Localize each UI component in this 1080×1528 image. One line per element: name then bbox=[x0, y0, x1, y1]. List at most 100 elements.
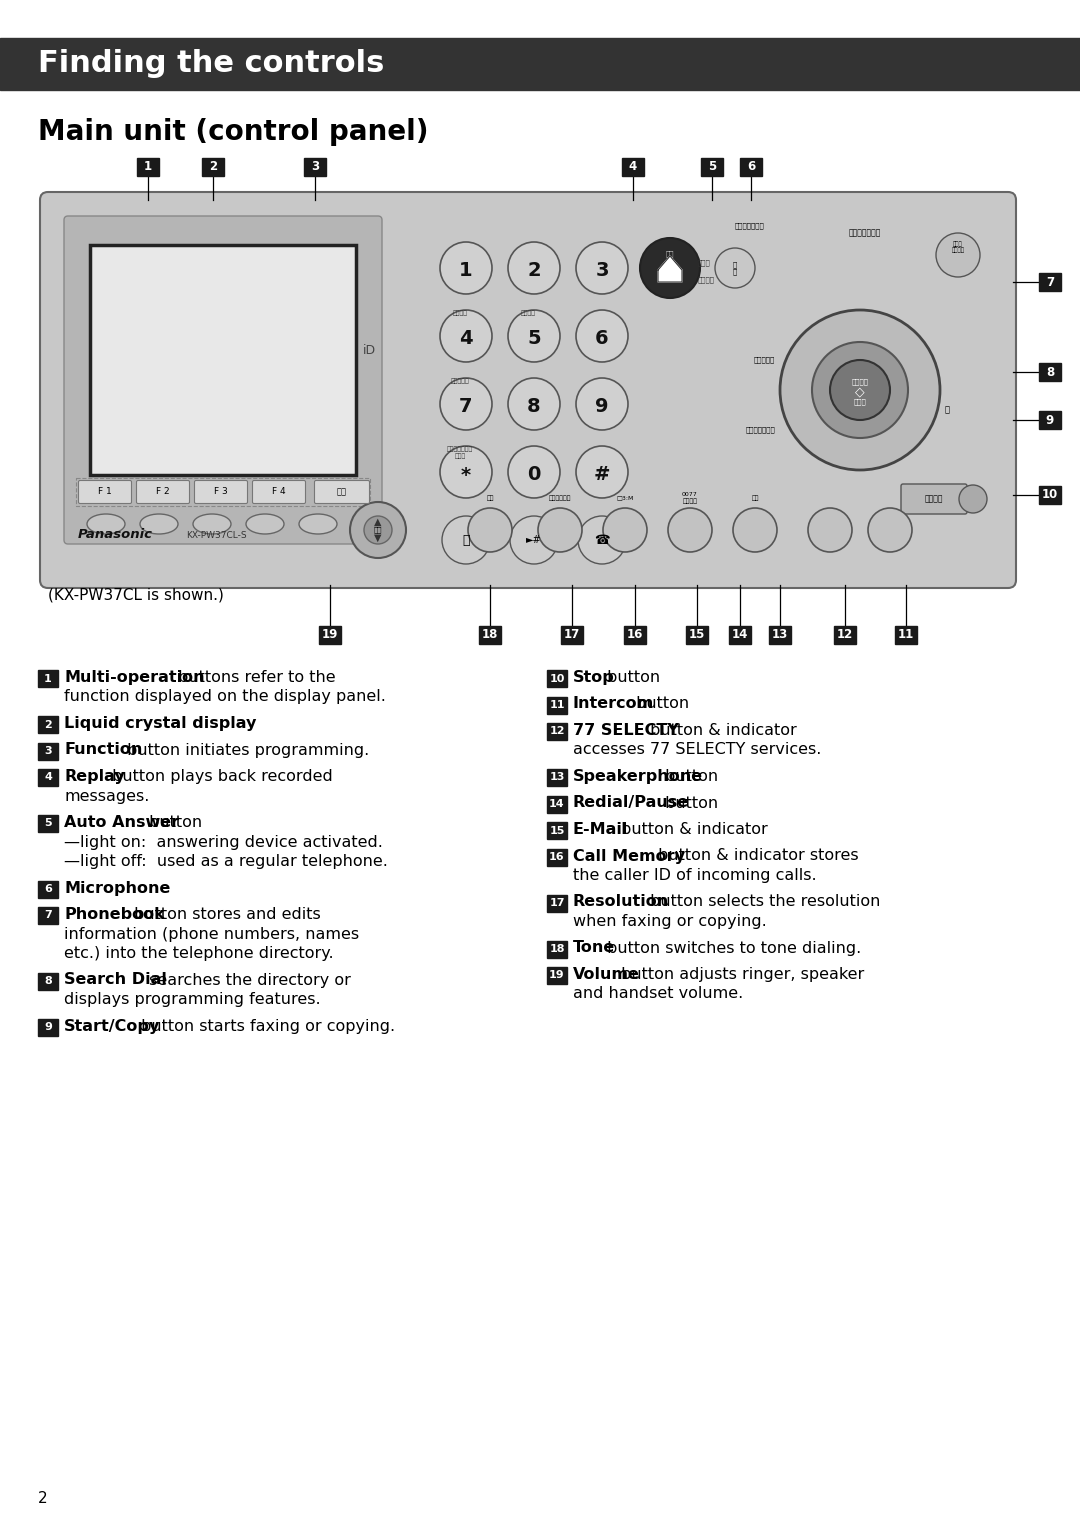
Ellipse shape bbox=[193, 513, 231, 533]
Text: information (phone numbers, names: information (phone numbers, names bbox=[64, 926, 360, 941]
Circle shape bbox=[440, 446, 492, 498]
Text: displays programming features.: displays programming features. bbox=[64, 992, 321, 1007]
Text: button switches to tone dialing.: button switches to tone dialing. bbox=[602, 941, 861, 955]
Text: (KX-PW37CL is shown.): (KX-PW37CL is shown.) bbox=[48, 588, 224, 604]
Text: iD: iD bbox=[363, 344, 376, 356]
Bar bbox=[480, 626, 501, 643]
Bar bbox=[38, 908, 58, 924]
Text: button: button bbox=[144, 814, 202, 830]
Text: KX-PW37CL-S: KX-PW37CL-S bbox=[186, 530, 246, 539]
Text: 再ダイヤル: 再ダイヤル bbox=[450, 379, 470, 384]
Circle shape bbox=[959, 484, 987, 513]
Bar bbox=[38, 669, 58, 688]
FancyBboxPatch shape bbox=[64, 215, 382, 544]
Circle shape bbox=[812, 342, 908, 439]
FancyBboxPatch shape bbox=[40, 193, 1016, 588]
Text: 着信メモリー: 着信メモリー bbox=[549, 495, 571, 501]
Text: —light on:  answering device activated.: —light on: answering device activated. bbox=[64, 834, 383, 850]
Text: Search Dial: Search Dial bbox=[64, 972, 167, 987]
Text: F 4: F 4 bbox=[272, 487, 286, 497]
Bar bbox=[561, 626, 583, 643]
Bar bbox=[319, 626, 341, 643]
Text: Replay: Replay bbox=[64, 769, 125, 784]
Text: スピーカーホン: スピーカーホン bbox=[745, 426, 775, 434]
Text: 5: 5 bbox=[707, 160, 716, 174]
Text: when faxing or copying.: when faxing or copying. bbox=[573, 914, 767, 929]
Circle shape bbox=[508, 377, 561, 429]
Circle shape bbox=[576, 377, 627, 429]
Bar bbox=[1039, 274, 1061, 290]
Text: messages.: messages. bbox=[64, 788, 149, 804]
Bar bbox=[686, 626, 708, 643]
Text: 14: 14 bbox=[732, 628, 748, 642]
Text: □3:M: □3:M bbox=[617, 495, 634, 501]
Bar bbox=[90, 244, 356, 475]
Text: 電
帳: 電 帳 bbox=[733, 261, 738, 275]
FancyBboxPatch shape bbox=[194, 480, 247, 504]
Text: Function: Function bbox=[64, 743, 143, 758]
Text: Volume: Volume bbox=[573, 967, 639, 983]
Bar bbox=[546, 894, 567, 912]
Text: 0077
サービス: 0077 サービス bbox=[683, 492, 698, 504]
Text: ▼: ▼ bbox=[375, 533, 381, 542]
Text: 留守: 留守 bbox=[665, 251, 674, 257]
Text: 4: 4 bbox=[629, 160, 637, 174]
Text: button & indicator: button & indicator bbox=[617, 822, 768, 837]
Text: 10: 10 bbox=[1042, 489, 1058, 501]
Text: 16: 16 bbox=[550, 853, 565, 862]
Bar bbox=[546, 769, 567, 785]
Text: etc.) into the telephone directory.: etc.) into the telephone directory. bbox=[64, 946, 334, 961]
Text: 1: 1 bbox=[459, 261, 473, 281]
Text: Phonebook: Phonebook bbox=[64, 908, 165, 921]
Text: ►#: ►# bbox=[526, 535, 542, 545]
Text: Multi-operation: Multi-operation bbox=[64, 669, 204, 685]
Text: 7: 7 bbox=[44, 911, 52, 920]
Bar bbox=[1039, 411, 1061, 429]
Circle shape bbox=[538, 507, 582, 552]
Circle shape bbox=[508, 310, 561, 362]
Text: 8: 8 bbox=[44, 976, 52, 986]
Text: 9: 9 bbox=[1045, 414, 1054, 426]
Bar bbox=[546, 822, 567, 839]
Circle shape bbox=[669, 507, 712, 552]
Text: 19: 19 bbox=[322, 628, 338, 642]
Bar bbox=[303, 157, 326, 176]
Bar bbox=[624, 626, 646, 643]
Text: button & indicator: button & indicator bbox=[646, 723, 797, 738]
Polygon shape bbox=[658, 257, 681, 283]
Text: Liquid crystal display: Liquid crystal display bbox=[64, 717, 256, 730]
Text: 2: 2 bbox=[527, 261, 541, 281]
Text: 1: 1 bbox=[44, 674, 52, 683]
Text: button: button bbox=[602, 669, 660, 685]
Text: button selects the resolution: button selects the resolution bbox=[646, 894, 881, 909]
Text: 12: 12 bbox=[837, 628, 853, 642]
Circle shape bbox=[578, 516, 626, 564]
Text: 18: 18 bbox=[482, 628, 498, 642]
Circle shape bbox=[508, 241, 561, 293]
Bar bbox=[622, 157, 644, 176]
Bar bbox=[546, 941, 567, 958]
Text: 機能: 機能 bbox=[337, 487, 347, 497]
Text: button plays back recorded: button plays back recorded bbox=[108, 769, 334, 784]
Text: Microphone: Microphone bbox=[64, 880, 171, 895]
Text: 画質: 画質 bbox=[486, 495, 494, 501]
Text: 8: 8 bbox=[1045, 365, 1054, 379]
Text: 11: 11 bbox=[550, 700, 565, 711]
Text: 3: 3 bbox=[311, 160, 319, 174]
Text: 12: 12 bbox=[550, 726, 565, 736]
Circle shape bbox=[576, 310, 627, 362]
Bar bbox=[729, 626, 751, 643]
Text: 13: 13 bbox=[550, 773, 565, 782]
Text: F 3: F 3 bbox=[214, 487, 228, 497]
Text: 0: 0 bbox=[527, 466, 541, 484]
Text: Auto Answer: Auto Answer bbox=[64, 814, 179, 830]
Text: 4: 4 bbox=[44, 773, 52, 782]
Circle shape bbox=[715, 248, 755, 287]
FancyBboxPatch shape bbox=[901, 484, 967, 513]
Text: Stop: Stop bbox=[573, 669, 615, 685]
Text: 電話帳
検索機能: 電話帳 検索機能 bbox=[951, 241, 964, 254]
Bar bbox=[769, 626, 791, 643]
Text: Start/Copy: Start/Copy bbox=[64, 1019, 160, 1033]
Text: 9: 9 bbox=[44, 1022, 52, 1031]
Circle shape bbox=[440, 377, 492, 429]
